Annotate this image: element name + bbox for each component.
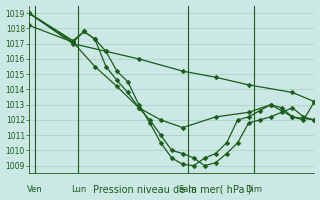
Text: Lun: Lun (71, 185, 86, 194)
Text: Sam: Sam (179, 185, 197, 194)
X-axis label: Pression niveau de la mer( hPa ): Pression niveau de la mer( hPa ) (92, 184, 251, 194)
Text: Ven: Ven (27, 185, 43, 194)
Text: Dim: Dim (245, 185, 263, 194)
